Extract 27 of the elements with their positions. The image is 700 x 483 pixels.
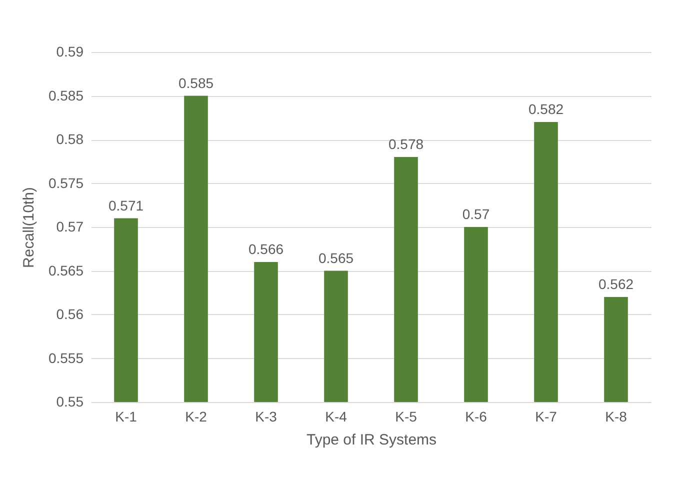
data-label: 0.571: [108, 197, 144, 214]
data-label: 0.565: [318, 250, 354, 266]
x-tick-label: K-8: [605, 408, 628, 424]
x-tick-label: K-7: [535, 408, 558, 424]
data-label: 0.562: [598, 276, 634, 292]
y-tick-label: 0.58: [56, 131, 84, 147]
x-tick-label: K-6: [465, 408, 488, 424]
y-tick-label: 0.575: [48, 174, 84, 191]
x-tick-label: K-3: [255, 408, 278, 424]
data-label: 0.57: [462, 206, 490, 222]
y-tick-label: 0.59: [56, 44, 84, 60]
y-tick-label: 0.56: [56, 306, 84, 322]
data-label: 0.582: [528, 101, 564, 117]
x-tick-label: K-5: [395, 408, 418, 424]
y-axis-title: Recall(10th): [20, 187, 38, 268]
data-label: 0.578: [388, 136, 424, 152]
y-tick-label: 0.55: [56, 394, 84, 410]
x-axis-title: Type of IR Systems: [306, 432, 437, 448]
x-tick-label: K-2: [185, 408, 208, 424]
x-tick-label: K-4: [325, 408, 348, 424]
y-tick-label: 0.585: [48, 87, 84, 104]
data-label: 0.566: [248, 241, 284, 257]
data-label: 0.585: [178, 74, 214, 91]
y-tick-label: 0.565: [48, 262, 84, 278]
y-tick-label: 0.57: [56, 218, 84, 234]
y-tick-label: 0.555: [48, 350, 84, 366]
x-tick-label: K-1: [115, 408, 138, 424]
